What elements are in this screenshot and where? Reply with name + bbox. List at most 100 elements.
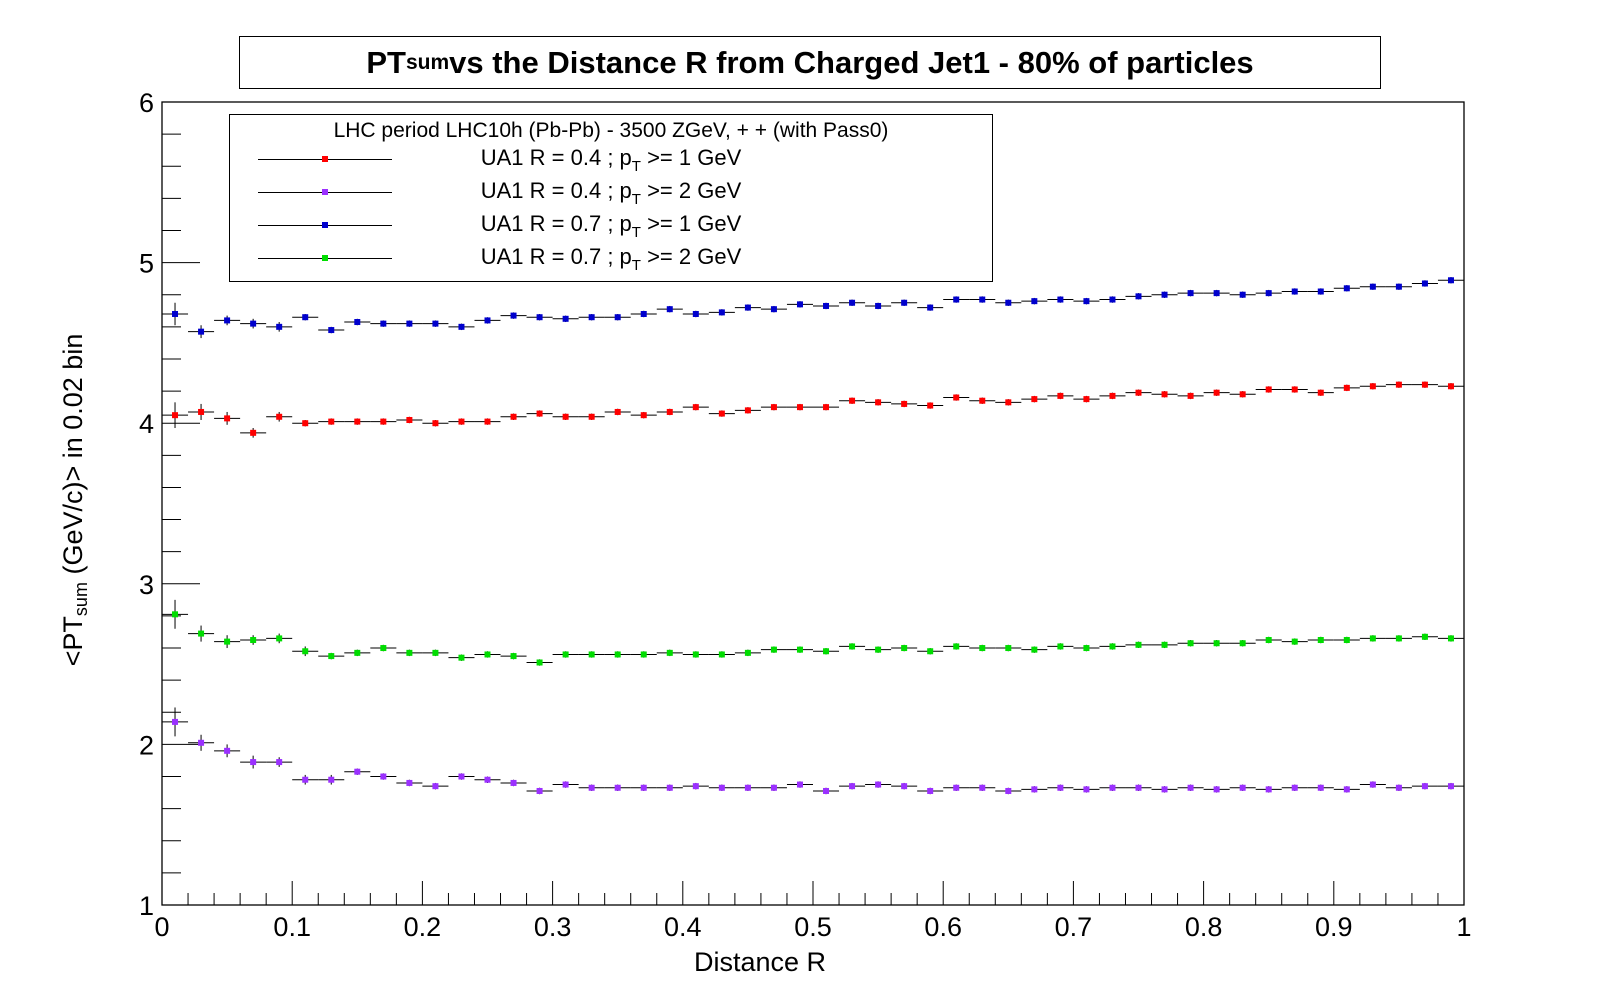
x-tick-label: 0.5 — [794, 912, 832, 942]
data-point — [770, 404, 777, 411]
data-point — [796, 404, 803, 411]
data-point — [875, 781, 882, 788]
data-point — [1161, 291, 1168, 298]
legend-label-sub: T — [631, 257, 641, 274]
data-point — [1187, 290, 1194, 297]
data-point — [770, 646, 777, 653]
x-tick-label: 0.9 — [1315, 912, 1353, 942]
y-tick-label: 1 — [139, 891, 154, 921]
series-3 — [162, 277, 1464, 339]
data-point — [1265, 637, 1272, 644]
data-point — [1109, 296, 1116, 303]
legend-entry: UA1 R = 0.7 ; pT >= 2 GeV — [230, 242, 992, 275]
data-point — [1057, 643, 1064, 650]
data-point — [796, 646, 803, 653]
data-point — [432, 783, 439, 790]
data-point — [901, 299, 908, 306]
data-point — [849, 643, 856, 650]
legend-label-sub: T — [631, 224, 641, 241]
data-point — [692, 404, 699, 411]
data-point — [1083, 645, 1090, 652]
data-point — [979, 397, 986, 404]
y-axis-label-post: (GeV/c)> in 0.02 bin — [58, 333, 88, 583]
data-point — [666, 408, 673, 415]
data-point — [1317, 288, 1324, 295]
data-point — [198, 739, 205, 746]
data-point — [1317, 784, 1324, 791]
data-point — [614, 408, 621, 415]
data-point — [1421, 381, 1428, 388]
data-point — [744, 407, 751, 414]
data-point — [1031, 786, 1038, 793]
data-point — [1161, 391, 1168, 398]
data-point — [1109, 784, 1116, 791]
x-tick-label: 0.2 — [404, 912, 442, 942]
data-point — [510, 653, 517, 660]
data-point — [718, 410, 725, 417]
data-point — [1161, 786, 1168, 793]
data-point — [588, 413, 595, 420]
data-point — [1109, 643, 1116, 650]
legend-label-post: >= 1 GeV — [640, 145, 742, 170]
data-point — [354, 649, 361, 656]
data-point — [1031, 298, 1038, 305]
data-point — [536, 314, 543, 321]
data-point — [458, 323, 465, 330]
legend-label-sub: T — [631, 191, 641, 208]
data-point — [614, 651, 621, 658]
data-point — [302, 776, 309, 783]
data-point — [458, 654, 465, 661]
y-tick-label: 6 — [139, 88, 154, 118]
data-point — [875, 302, 882, 309]
data-point — [796, 781, 803, 788]
legend-label-post: >= 2 GeV — [640, 178, 742, 203]
data-point — [276, 635, 283, 642]
data-point — [1031, 396, 1038, 403]
data-point — [354, 768, 361, 775]
data-point — [640, 310, 647, 317]
data-point — [380, 418, 387, 425]
x-tick-label: 0.6 — [924, 912, 962, 942]
data-point — [510, 312, 517, 319]
data-point — [562, 781, 569, 788]
data-point — [1343, 384, 1350, 391]
legend-label-pre: UA1 R = 0.4 ; p — [480, 145, 632, 170]
chart-title-main: PT — [366, 44, 406, 80]
data-point — [536, 787, 543, 794]
data-point — [666, 649, 673, 656]
data-point — [953, 643, 960, 650]
data-point — [380, 320, 387, 327]
data-point — [640, 412, 647, 419]
chart-title-rest: vs the Distance R from Charged Jet1 - 80… — [449, 44, 1254, 80]
data-point — [1395, 283, 1402, 290]
data-point — [901, 645, 908, 652]
data-point — [927, 304, 934, 311]
x-tick-label: 0.3 — [534, 912, 572, 942]
data-point — [1005, 787, 1012, 794]
data-point — [406, 320, 413, 327]
legend-label-pre: UA1 R = 0.4 ; p — [480, 178, 632, 203]
data-point — [354, 319, 361, 326]
data-point — [614, 314, 621, 321]
data-point — [1083, 396, 1090, 403]
legend-label: UA1 R = 0.4 ; pT >= 2 GeV — [230, 178, 992, 208]
y-tick-label: 5 — [139, 249, 154, 279]
data-point — [1369, 635, 1376, 642]
data-point — [640, 784, 647, 791]
data-point — [224, 317, 231, 324]
data-point — [276, 323, 283, 330]
data-point — [562, 315, 569, 322]
data-point — [718, 784, 725, 791]
data-point — [588, 651, 595, 658]
data-point — [692, 783, 699, 790]
series-4 — [162, 599, 1464, 666]
data-point — [328, 418, 335, 425]
data-point — [1395, 784, 1402, 791]
data-point — [875, 399, 882, 406]
legend-marker — [322, 222, 328, 228]
data-point — [823, 404, 830, 411]
data-point — [1213, 389, 1220, 396]
data-point — [1317, 637, 1324, 644]
data-point — [406, 779, 413, 786]
